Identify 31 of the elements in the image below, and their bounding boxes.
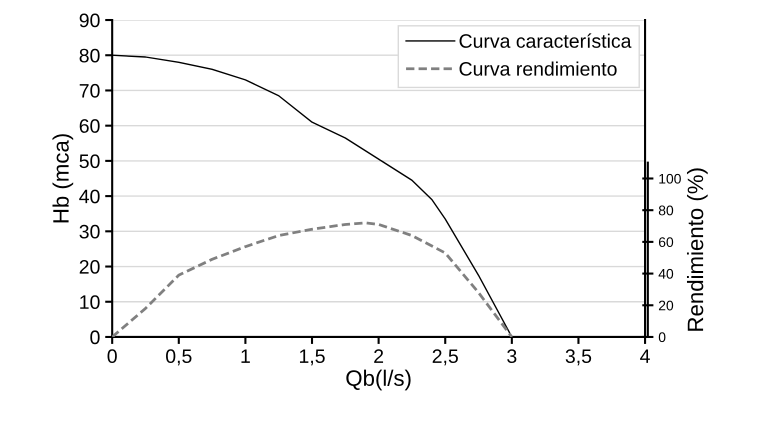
x-tick-label: 4: [640, 349, 650, 363]
legend-label: Curva rendimiento: [460, 61, 617, 76]
y-tick-label: 40: [79, 190, 100, 204]
x-tick-label: 3,5: [566, 349, 592, 366]
y2-tick-label: 20: [658, 300, 674, 310]
y-tick-label: 80: [80, 48, 100, 62]
x-tick-label: 1: [241, 349, 250, 363]
x-tick-label: 0,5: [166, 349, 192, 366]
y2-tick-label: 40: [658, 268, 674, 279]
y2-axis-title: Rendimiento (%): [686, 168, 708, 331]
x-tick-label: 3: [507, 349, 516, 364]
y2-tick-label: 100: [659, 174, 681, 184]
y-tick-label: 90: [80, 13, 100, 28]
y2-tick-label: 0: [658, 332, 666, 342]
x-tick-label: 0: [108, 349, 117, 364]
x-tick-label: 2,5: [432, 349, 458, 366]
y2-tick-label: 80: [658, 206, 674, 216]
y-axis-title: Hb (mca): [52, 134, 74, 222]
y-tick-label: 30: [79, 224, 100, 239]
y-tick-label: 60: [80, 119, 100, 133]
y-tick-label: 10: [80, 295, 100, 309]
y-tick-label: 70: [80, 84, 100, 98]
line-series: [112, 221, 514, 337]
y-tick-label: 50: [80, 154, 100, 168]
y2-tick-label: 60: [658, 237, 674, 248]
y-tick-label: 0: [90, 330, 100, 344]
x-tick-label: 2: [374, 349, 384, 363]
x-axis-title: Qb(l/s): [346, 370, 411, 390]
x-tick-label: 1,5: [300, 349, 325, 366]
y-tick-label: 20: [80, 260, 100, 274]
legend-label: Curva característica: [460, 33, 632, 48]
